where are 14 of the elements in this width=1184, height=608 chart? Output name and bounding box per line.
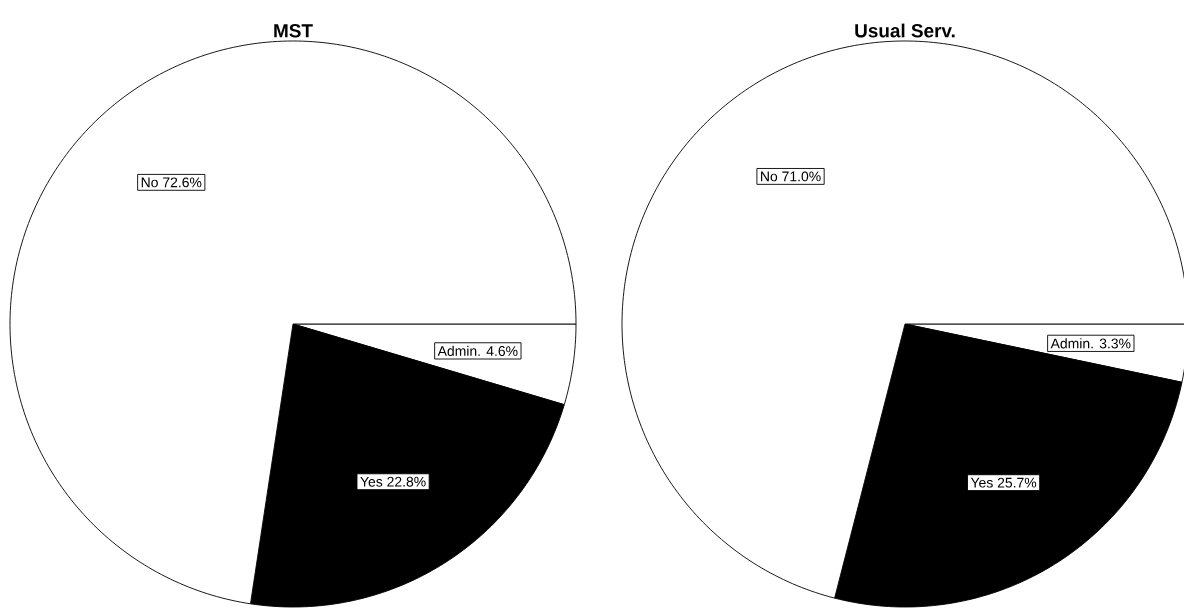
slice-label: Admin. [437,345,480,357]
chart-title: MST [274,24,313,38]
slice-label: No [761,171,778,182]
data-label: 72.6% [163,177,202,188]
chart-title: Usual Serv. [855,23,955,38]
data-label: 22.8% [387,476,426,487]
data-label: 3.3% [1099,338,1131,349]
slice-label: No [141,177,158,188]
slice-label: Yes [970,477,993,488]
data-label: 71.0% [782,171,821,182]
data-label: 4.6% [486,346,518,357]
slice-label: Yes [360,476,383,487]
data-label: 25.7% [997,477,1037,488]
slice-label: Admin. [1050,338,1093,349]
